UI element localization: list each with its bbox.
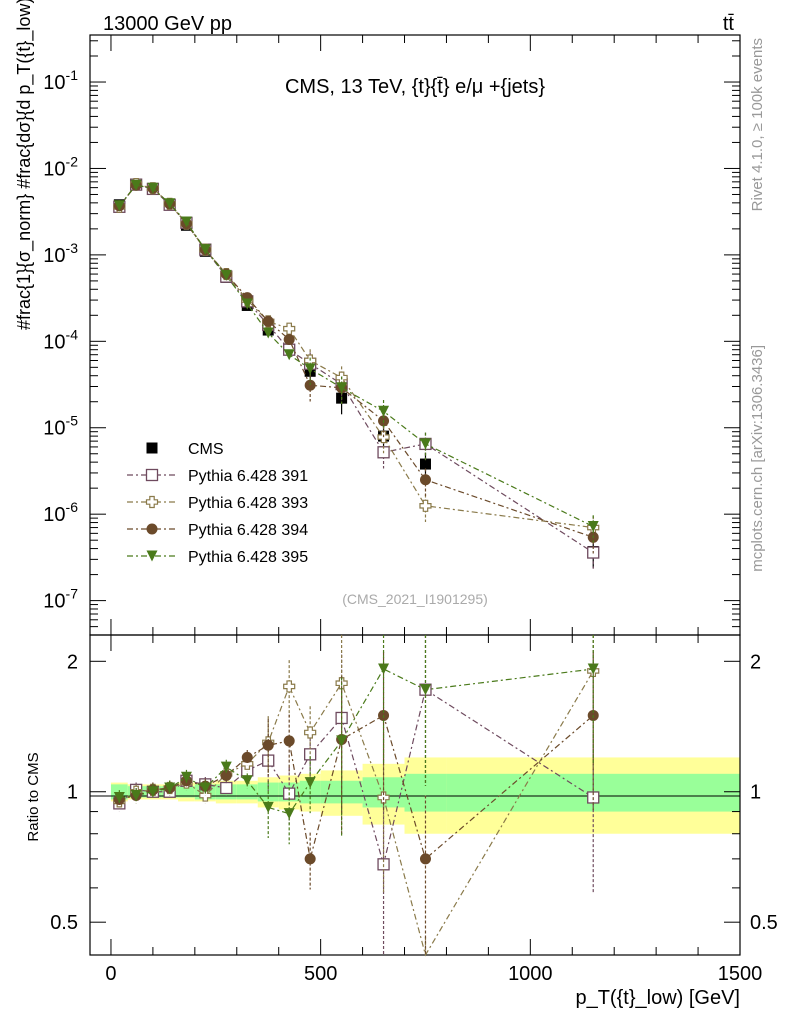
ratio-band-green [236, 784, 258, 800]
y-tick-label: 10-1 [43, 67, 78, 94]
legend-label: Pythia 6.428 395 [188, 549, 308, 566]
y-tick-label: 10-6 [43, 499, 78, 526]
point-pythia-6-428-394 [262, 315, 274, 327]
main-y-label: #frac{1}{σ_norm} #frac{dσ}{d p_T({t}_low… [14, 0, 35, 330]
ratio-y-tick-label: 1 [67, 782, 78, 804]
ratio-point-pythia-6-428-395 [587, 663, 599, 675]
point-pythia-6-428-393 [283, 322, 296, 335]
ratio-point-pythia-6-428-395 [304, 777, 316, 789]
point-pythia-6-428-395 [378, 405, 390, 417]
legend-marker [146, 523, 158, 535]
ratio-point-pythia-6-428-394 [241, 751, 253, 763]
point-cms [419, 458, 431, 470]
ratio-point-pythia-6-428-395 [164, 782, 176, 794]
ratio-point-pythia-6-428-394 [304, 853, 316, 865]
legend-marker [146, 550, 158, 562]
x-tick-label: 1500 [718, 963, 763, 985]
point-pythia-6-428-395 [304, 363, 316, 375]
ratio-point-pythia-6-428-395 [241, 775, 253, 787]
point-pythia-6-428-395 [283, 349, 295, 361]
legend: CMS Pythia 6.428 391 Pythia 6.428 393 Pythi… [127, 441, 308, 566]
header-left: 13000 GeV pp [103, 13, 232, 35]
main-panel: 10-7 10-6 10-5 10-4 10-3 10-2 10-1 CMS, 13 TeV… [14, 0, 741, 636]
main-y-tick-labels: 10-7 10-6 10-5 10-4 10-3 10-2 10-1 [43, 67, 78, 613]
ratio-panel: 0.5 0.5 1 1 2 2 0 500 1000 1500 Ratio to CMS p_T… [25, 634, 778, 1009]
ratio-series [113, 635, 600, 957]
ratio-band-green [178, 786, 195, 798]
point-pythia-6-428-395 [220, 269, 232, 281]
ratio-point-pythia-6-428-393 [283, 680, 296, 693]
ratio-point-pythia-6-428-393 [199, 789, 212, 802]
ratio-point-pythia-6-428-395 [378, 663, 390, 675]
ratio-y-tick-label: 2 [67, 651, 78, 673]
y-tick-label: 10-4 [43, 326, 78, 353]
legend-marker [145, 468, 159, 482]
ratio-point-pythia-6-428-394 [283, 735, 295, 747]
point-pythia-6-428-395 [147, 182, 159, 194]
ratio-y-tick-label-right: 0.5 [750, 912, 778, 934]
ratio-point-pythia-6-428-393 [304, 726, 317, 739]
legend-label: CMS [188, 441, 224, 458]
point-pythia-6-428-395 [180, 216, 192, 228]
ratio-point-pythia-6-428-394 [419, 853, 431, 865]
point-pythia-6-428-395 [241, 298, 253, 310]
rivet-label: Rivet 4.1.0, ≥ 100k events [749, 38, 766, 211]
point-pythia-6-428-395 [130, 179, 142, 191]
y-tick-label: 10-3 [43, 240, 78, 267]
ratio-point-pythia-6-428-395 [419, 684, 431, 696]
point-pythia-6-428-394 [419, 474, 431, 486]
ratio-point-pythia-6-428-395 [283, 808, 295, 820]
x-axis-label: p_T({t}_low) [GeV] [575, 987, 740, 1009]
ratio-ticks [90, 635, 741, 955]
ratio-point-pythia-6-428-394 [262, 739, 274, 751]
ratio-point-pythia-6-428-395 [336, 735, 348, 747]
ratio-point-pythia-6-428-395 [130, 790, 142, 802]
x-tick-label: 0 [105, 963, 116, 985]
series-line-pythia-6-428-395 [118, 184, 594, 528]
point-pythia-6-428-395 [199, 244, 211, 256]
ratio-point-pythia-6-428-395 [147, 786, 159, 798]
ratio-point-pythia-6-428-395 [262, 801, 274, 813]
y-tick-label: 10-2 [43, 153, 78, 180]
ratio-y-tick-label-right: 1 [750, 782, 761, 804]
point-pythia-6-428-395 [419, 438, 431, 450]
legend-label: Pythia 6.428 393 [188, 495, 308, 512]
legend-marker [145, 495, 159, 509]
main-frame [89, 34, 741, 636]
legend-marker [146, 442, 158, 454]
main-series [113, 177, 600, 569]
point-pythia-6-428-395 [164, 198, 176, 210]
header-right: tt̄ [723, 13, 735, 35]
legend-label: Pythia 6.428 391 [188, 468, 308, 485]
ratio-point-pythia-6-428-394 [220, 770, 232, 782]
ratio-point-pythia-6-428-391 [220, 781, 233, 795]
ratio-y-label: Ratio to CMS [25, 752, 42, 841]
y-tick-label: 10-7 [43, 586, 78, 613]
main-y-ticks [90, 35, 741, 636]
x-tick-label: 1000 [508, 963, 553, 985]
main-title: CMS, 13 TeV, {t}{t̄} e/μ +{jets} [285, 76, 545, 98]
ratio-frame [89, 634, 741, 956]
x-tick-label: 500 [304, 963, 337, 985]
point-pythia-6-428-395 [113, 200, 125, 212]
ratio-point-pythia-6-428-395 [180, 771, 192, 783]
mcplots-label: mcplots.cern.ch [arXiv:1306.3436] [749, 345, 766, 572]
point-pythia-6-428-393 [419, 499, 432, 512]
ratio-y-tick-label-right: 2 [750, 651, 761, 673]
x-tick-labels: 0 500 1000 1500 [105, 963, 762, 985]
point-pythia-6-428-394 [283, 333, 295, 345]
y-tick-label: 10-5 [43, 413, 78, 440]
point-pythia-6-428-395 [587, 521, 599, 533]
ratio-point-pythia-6-428-395 [113, 791, 125, 803]
ratio-y-tick-labels: 0.5 0.5 1 1 2 2 [50, 651, 778, 934]
ratio-point-pythia-6-428-395 [220, 761, 232, 773]
legend-label: Pythia 6.428 394 [188, 522, 308, 539]
ratio-y-tick-label: 0.5 [50, 912, 78, 934]
watermark: (CMS_2021_I1901295) [342, 591, 488, 607]
ratio-point-pythia-6-428-395 [199, 782, 211, 794]
point-pythia-6-428-395 [336, 382, 348, 394]
point-pythia-6-428-394 [304, 379, 316, 391]
point-pythia-6-428-395 [262, 327, 274, 339]
